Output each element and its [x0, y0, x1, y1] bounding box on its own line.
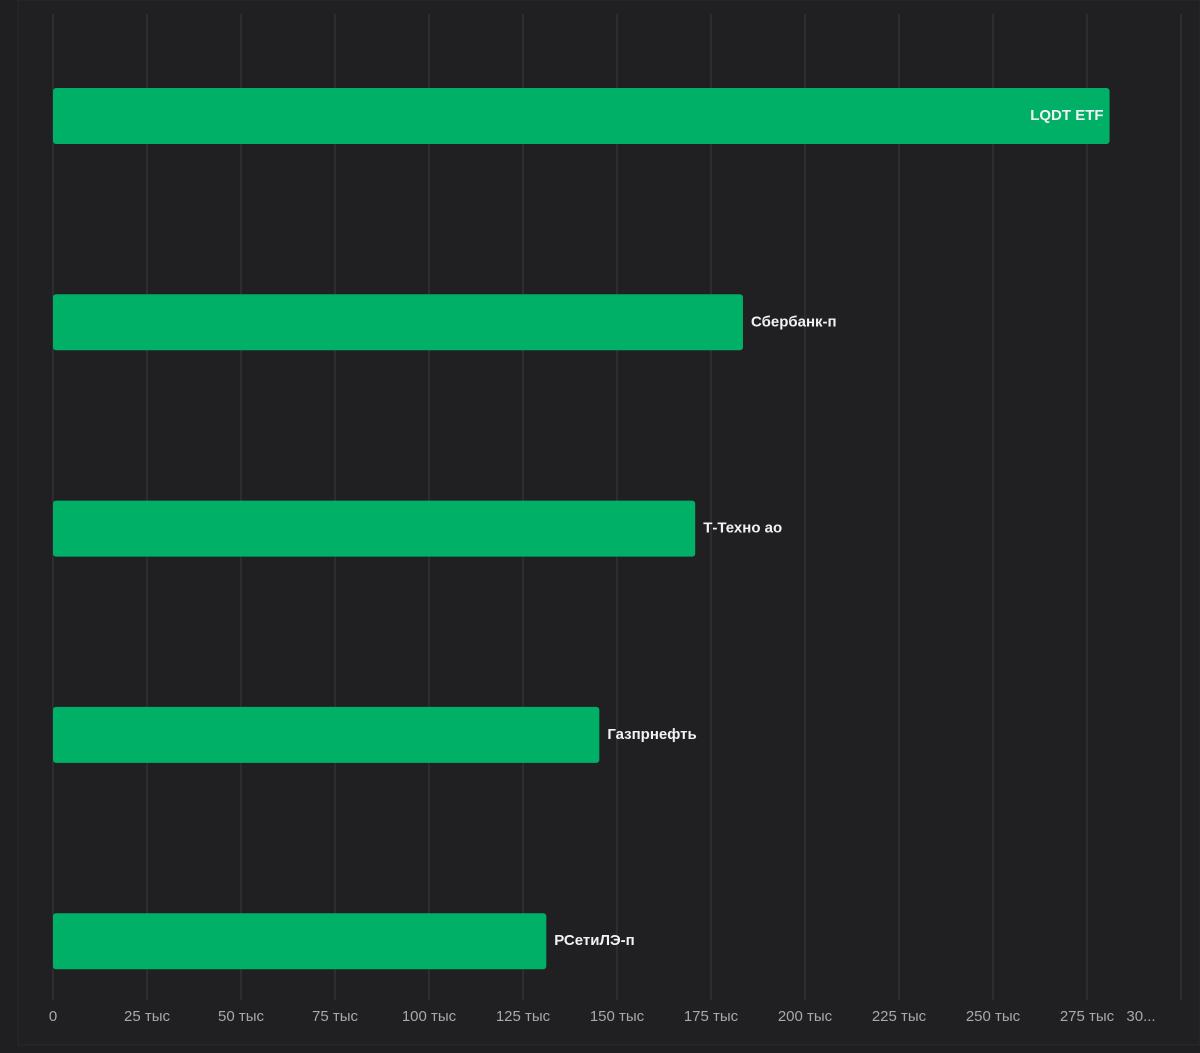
x-tick-label: 175 тыс [684, 1008, 739, 1025]
bar [53, 706, 600, 763]
bar [53, 294, 743, 351]
x-tick-label: 100 тыс [402, 1008, 457, 1025]
bar [53, 500, 696, 557]
x-tick-label: 225 тыс [872, 1008, 927, 1025]
bar-label: Газпрнефть [607, 726, 696, 743]
x-tick-label: 25 тыс [124, 1008, 171, 1025]
x-tick-label: 50 тыс [218, 1008, 265, 1025]
x-tick-label: 200 тыс [778, 1008, 833, 1025]
bar-label: РСетиЛЭ-п [554, 932, 634, 949]
x-tick-label: 30... [1126, 1008, 1155, 1025]
x-tick-label: 150 тыс [590, 1008, 645, 1025]
bar-label: Сбербанк-п [751, 313, 837, 330]
bar [53, 88, 1110, 144]
x-tick-label: 275 тыс [1060, 1008, 1115, 1025]
bar [53, 913, 547, 970]
x-tick-label: 250 тыс [966, 1008, 1021, 1025]
bar-label: Т-Техно ао [703, 520, 782, 537]
x-tick-label: 0 [49, 1008, 57, 1025]
x-tick-label: 75 тыс [312, 1008, 359, 1025]
x-tick-label: 125 тыс [496, 1008, 551, 1025]
bar-label: LQDT ETF [1030, 107, 1103, 124]
